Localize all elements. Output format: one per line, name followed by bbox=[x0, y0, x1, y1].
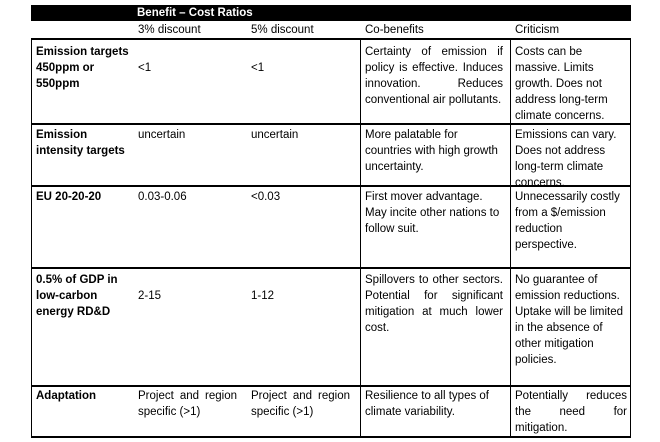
row-divider bbox=[31, 267, 631, 269]
cell-3pct: uncertain bbox=[138, 129, 186, 141]
row-label: EU 20-20-20 bbox=[36, 191, 102, 203]
table-header-band: Benefit – Cost Ratios bbox=[31, 5, 631, 21]
cell-cobenefits: First mover advantage. May incite other … bbox=[365, 191, 500, 235]
table-row: EU 20-20-20 0.03-0.06 <0.03 First mover … bbox=[31, 187, 631, 267]
table-row: Adaptation Project and region specific (… bbox=[31, 387, 631, 436]
cell-cobenefits: More palatable for countries with high g… bbox=[365, 129, 498, 173]
cell-criticism: Potentially reduces the need for mitigat… bbox=[515, 390, 627, 434]
cell-3pct: 0.03-0.06 bbox=[138, 191, 187, 203]
col-header-3pct: 3% discount bbox=[138, 24, 201, 36]
row-label: Emission intensity targets bbox=[36, 129, 125, 157]
column-headers: 3% discount 5% discount Co-benefits Crit… bbox=[31, 21, 631, 39]
row-label: Emission targets 450ppm or 550ppm bbox=[36, 46, 129, 90]
cell-criticism: Emissions can vary. Does not address lon… bbox=[515, 129, 617, 189]
column-divider bbox=[360, 39, 361, 438]
column-divider bbox=[510, 39, 511, 438]
col-header-cobenefits: Co-benefits bbox=[365, 24, 424, 36]
column-divider bbox=[31, 39, 32, 438]
row-label: 0.5% of GDP in low-carbon energy RD&D bbox=[36, 274, 118, 318]
cell-criticism: Unnecessarily costly from a $/emission r… bbox=[515, 191, 620, 251]
cell-5pct: <0.03 bbox=[251, 191, 281, 203]
column-divider bbox=[630, 39, 631, 438]
cell-cobenefits: Resilience to all types of climate varia… bbox=[365, 390, 490, 418]
cell-5pct: uncertain bbox=[251, 129, 299, 141]
row-divider bbox=[31, 123, 631, 125]
row-divider bbox=[31, 185, 631, 187]
cell-5pct: <1 bbox=[251, 62, 265, 74]
table-row: Emission targets 450ppm or 550ppm <1 <1 … bbox=[31, 39, 631, 123]
cell-criticism: Costs can be massive. Limits growth. Doe… bbox=[515, 46, 608, 122]
cell-3pct: 2-15 bbox=[138, 290, 162, 302]
row-label: Adaptation bbox=[36, 390, 97, 402]
cell-criticism: No guarantee of emission reductions. Upt… bbox=[515, 274, 624, 366]
table-row: 0.5% of GDP in low-carbon energy RD&D 2-… bbox=[31, 269, 631, 385]
cell-3pct: <1 bbox=[138, 62, 152, 74]
cell-5pct: Project and region specific (>1) bbox=[251, 390, 350, 418]
cell-cobenefits: Spillovers to other sectors. Potential f… bbox=[365, 274, 503, 334]
row-divider bbox=[31, 385, 631, 387]
col-header-criticism: Criticism bbox=[515, 24, 560, 36]
cell-5pct: 1-12 bbox=[251, 290, 275, 302]
cell-3pct: Project and region specific (>1) bbox=[138, 390, 237, 418]
cell-cobenefits: Certainty of emission if policy is effec… bbox=[365, 46, 503, 106]
benefit-cost-ratios-heading: Benefit – Cost Ratios bbox=[137, 7, 253, 19]
table-row: Emission intensity targets uncertain unc… bbox=[31, 125, 631, 189]
row-divider bbox=[31, 436, 631, 438]
benefit-cost-table: Benefit – Cost Ratios 3% discount 5% dis… bbox=[31, 5, 631, 438]
col-header-5pct: 5% discount bbox=[251, 24, 314, 36]
row-divider bbox=[31, 38, 631, 40]
